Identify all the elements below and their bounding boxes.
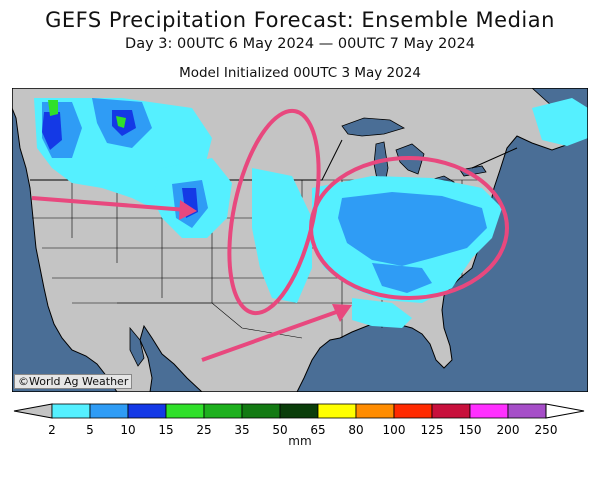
scale-color-box bbox=[89, 403, 129, 419]
scale-color-box bbox=[355, 403, 395, 419]
scale-color-box bbox=[469, 403, 509, 419]
scale-tick-label: 50 bbox=[272, 423, 287, 437]
scale-tick-label: 80 bbox=[348, 423, 363, 437]
scale-tick-label: 125 bbox=[421, 423, 444, 437]
map-title: GEFS Precipitation Forecast: Ensemble Me… bbox=[45, 8, 555, 32]
scale-tick-label: 250 bbox=[535, 423, 558, 437]
scale-tick-label: 2 bbox=[48, 423, 56, 437]
scale-color-box bbox=[165, 403, 205, 419]
scale-color-box bbox=[203, 403, 243, 419]
credit-label: ©World Ag Weather bbox=[14, 374, 133, 389]
gulf-of-california bbox=[129, 326, 145, 367]
model-init-label: Model Initialized 00UTC 3 May 2024 bbox=[179, 65, 421, 81]
scale-color-box bbox=[51, 403, 91, 419]
annotation-arrowheads bbox=[179, 200, 352, 322]
color-scale-legend: 2 5 10 15 25 35 50 65 80 100 125 150 200 250 bbox=[13, 403, 585, 437]
color-scale-boxes bbox=[13, 403, 585, 419]
color-scale-ticks: 2 5 10 15 25 35 50 65 80 100 125 150 200 250 bbox=[48, 423, 557, 437]
scale-tick-label: 25 bbox=[196, 423, 211, 437]
scale-tick-label: 150 bbox=[459, 423, 482, 437]
gulf-arrow-line bbox=[201, 308, 343, 362]
scale-tick-label: 5 bbox=[86, 423, 94, 437]
legend-unit: mm bbox=[288, 434, 312, 448]
scale-under-triangle bbox=[13, 403, 53, 419]
scale-tick-label: 10 bbox=[120, 423, 135, 437]
scale-tick-label: 65 bbox=[310, 423, 325, 437]
map-subtitle: Day 3: 00UTC 6 May 2024 — 00UTC 7 May 20… bbox=[125, 36, 475, 52]
scale-color-box bbox=[431, 403, 471, 419]
west-arrow-line bbox=[31, 196, 188, 212]
scale-tick-label: 200 bbox=[497, 423, 520, 437]
scale-tick-label: 15 bbox=[158, 423, 173, 437]
scale-color-box bbox=[241, 403, 281, 419]
scale-tick-label: 100 bbox=[383, 423, 406, 437]
west-arrow-head bbox=[179, 200, 197, 220]
scale-color-box bbox=[127, 403, 167, 419]
annotation-overlay bbox=[31, 108, 509, 362]
gulf-arrow-head bbox=[332, 304, 352, 322]
scale-color-box bbox=[317, 403, 357, 419]
scale-over-triangle bbox=[545, 403, 585, 419]
precip-25mm bbox=[48, 100, 126, 128]
scale-color-box bbox=[279, 403, 319, 419]
scale-tick-label: 35 bbox=[234, 423, 249, 437]
scale-color-box bbox=[507, 403, 547, 419]
southeast-ellipse bbox=[309, 156, 509, 300]
precipitation-map bbox=[12, 88, 588, 392]
scale-color-box bbox=[393, 403, 433, 419]
